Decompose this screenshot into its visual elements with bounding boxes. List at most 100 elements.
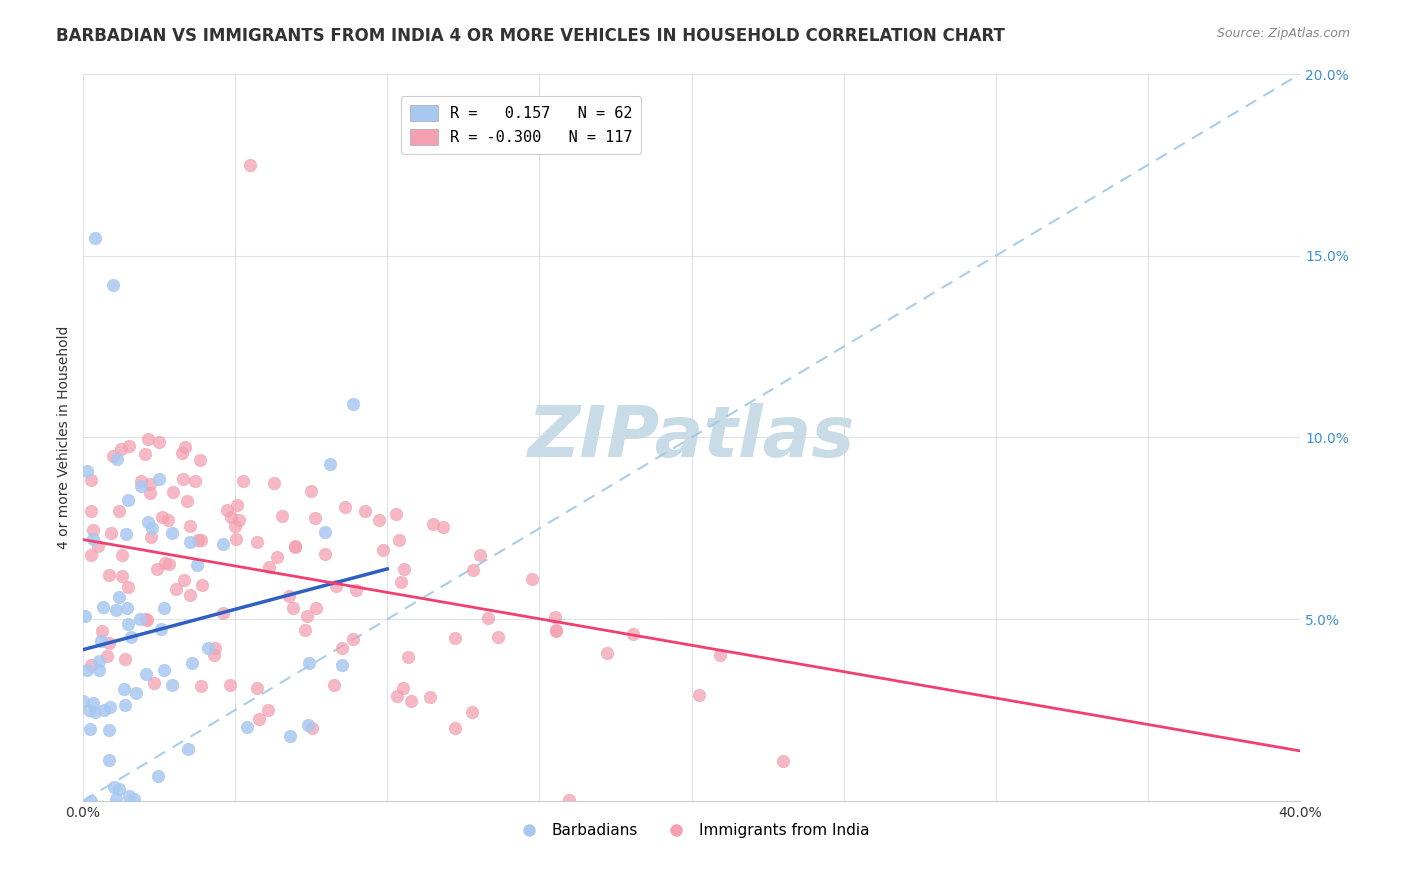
Point xyxy=(135,613,157,627)
Point xyxy=(387,689,409,703)
Point xyxy=(77,703,100,717)
Point xyxy=(385,507,408,521)
Point xyxy=(129,612,152,626)
Point xyxy=(117,580,139,594)
Y-axis label: 4 or more Vehicles in Household: 4 or more Vehicles in Household xyxy=(58,326,72,549)
Point xyxy=(257,703,280,717)
Point xyxy=(114,698,136,713)
Point xyxy=(177,741,200,756)
Point xyxy=(135,667,157,681)
Point xyxy=(75,609,97,624)
Point xyxy=(278,730,301,744)
Point xyxy=(122,792,145,806)
Point xyxy=(520,572,543,586)
Point xyxy=(190,533,212,548)
Point xyxy=(72,694,94,708)
Point xyxy=(246,681,269,695)
Point xyxy=(546,624,568,639)
Point xyxy=(392,681,415,695)
Point xyxy=(396,650,419,665)
Point xyxy=(197,640,219,655)
Point xyxy=(228,513,250,527)
Point xyxy=(91,599,114,614)
Point xyxy=(297,717,319,731)
Point xyxy=(84,230,107,244)
Point xyxy=(688,688,710,702)
Point xyxy=(263,475,285,490)
Point xyxy=(461,563,484,577)
Point xyxy=(461,705,484,719)
Text: BARBADIAN VS IMMIGRANTS FROM INDIA 4 OR MORE VEHICLES IN HOUSEHOLD CORRELATION C: BARBADIAN VS IMMIGRANTS FROM INDIA 4 OR … xyxy=(56,27,1005,45)
Point xyxy=(544,609,567,624)
Point xyxy=(224,519,246,533)
Point xyxy=(314,547,336,561)
Point xyxy=(344,582,367,597)
Point xyxy=(225,532,247,546)
Point xyxy=(118,789,141,803)
Point xyxy=(422,516,444,531)
Point xyxy=(138,477,160,491)
Point xyxy=(294,623,316,637)
Point xyxy=(389,575,412,590)
Point xyxy=(118,439,141,453)
Point xyxy=(247,712,270,726)
Point xyxy=(98,568,121,582)
Point xyxy=(146,769,169,783)
Point xyxy=(115,601,138,615)
Point xyxy=(184,474,207,488)
Point xyxy=(401,694,423,708)
Point xyxy=(432,520,454,534)
Text: ZIPatlas: ZIPatlas xyxy=(527,403,855,472)
Point xyxy=(257,560,280,574)
Point xyxy=(202,648,225,662)
Point xyxy=(110,569,132,583)
Point xyxy=(301,721,323,735)
Point xyxy=(173,440,195,454)
Point xyxy=(322,678,344,692)
Point xyxy=(107,590,129,604)
Point xyxy=(104,602,127,616)
Point xyxy=(104,792,127,806)
Point xyxy=(120,630,142,644)
Point xyxy=(179,535,201,549)
Point xyxy=(96,649,118,664)
Point xyxy=(388,533,411,547)
Point xyxy=(114,651,136,665)
Point xyxy=(190,679,212,693)
Point xyxy=(160,678,183,692)
Point xyxy=(218,678,240,692)
Point xyxy=(186,558,208,572)
Point xyxy=(82,523,104,537)
Point xyxy=(150,509,173,524)
Point xyxy=(157,513,180,527)
Point xyxy=(179,518,201,533)
Point xyxy=(98,636,121,650)
Point xyxy=(239,158,262,172)
Point xyxy=(134,447,156,461)
Point xyxy=(90,624,112,639)
Point xyxy=(89,654,111,668)
Text: Source: ZipAtlas.com: Source: ZipAtlas.com xyxy=(1216,27,1350,40)
Point xyxy=(83,705,105,719)
Point xyxy=(191,578,214,592)
Point xyxy=(325,579,347,593)
Point xyxy=(342,397,364,411)
Point xyxy=(157,558,180,572)
Point xyxy=(271,508,294,523)
Point xyxy=(281,600,304,615)
Point xyxy=(468,548,491,562)
Point xyxy=(76,464,98,478)
Point xyxy=(87,539,110,553)
Point xyxy=(105,452,128,467)
Point xyxy=(131,479,153,493)
Point xyxy=(319,457,342,471)
Point xyxy=(772,755,794,769)
Point xyxy=(108,782,131,797)
Point xyxy=(160,525,183,540)
Point xyxy=(143,676,166,690)
Point xyxy=(170,446,193,460)
Point xyxy=(278,589,301,603)
Point xyxy=(100,525,122,540)
Point xyxy=(80,657,103,672)
Point xyxy=(80,473,103,487)
